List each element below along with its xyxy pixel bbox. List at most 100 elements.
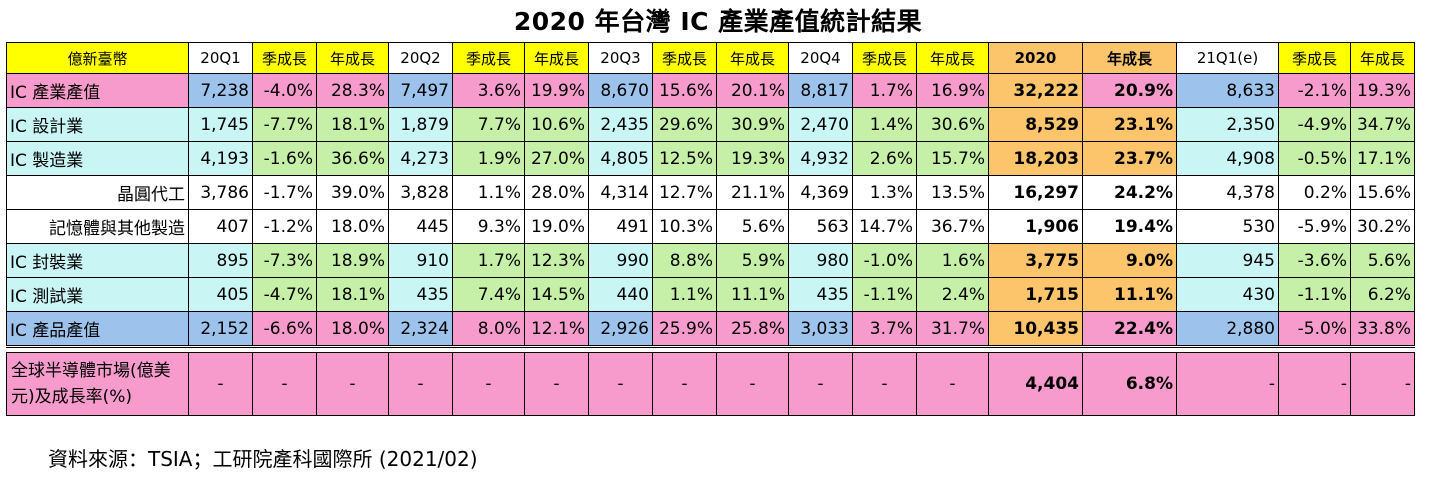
table-cell: -1.6% [252,141,317,176]
table-cell: 405 [188,277,253,312]
table-cell: 3.6% [452,73,525,108]
table-row: IC 設計業 1,745 -7.7% 18.1% 1,879 7.7% 10.6% 2,435… [6,107,1415,142]
table-cell: 9.3% [452,209,525,244]
table-cell: 19.9% [524,73,589,108]
table-cell: 2.6% [852,141,917,176]
table-cell: 9.0% [1082,243,1177,278]
header-cell: 季成長 [852,42,917,74]
table-cell: 980 [788,243,853,278]
table-cell: 25.9% [652,311,717,347]
table-cell: - [716,352,789,416]
table-cell: 4,908 [1176,141,1279,176]
table-cell: 22.4% [1082,311,1177,347]
table-cell: - [316,352,389,416]
table-cell: 30.9% [716,107,789,142]
table-cell: 15.6% [652,73,717,108]
table-cell: -5.9% [1278,209,1351,244]
table-cell: 30.6% [916,107,989,142]
table-cell: - [388,352,453,416]
table-cell: 1.1% [652,277,717,312]
table-row: IC 產品產值 2,152 -6.6% 18.0% 2,324 8.0% 12.1% 2,92… [6,311,1415,347]
table-cell: 23.7% [1082,141,1177,176]
table-cell: 18.0% [316,209,389,244]
table-cell: 14.7% [852,209,917,244]
table-cell: 2,880 [1176,311,1279,347]
table-cell: 1.7% [452,243,525,278]
table-cell: 28.3% [316,73,389,108]
table-cell: -2.1% [1278,73,1351,108]
header-row: 億新臺幣 20Q1 季成長 年成長 20Q2 季成長 年成長 20Q3 季成長 年成長 20Q4 季成… [6,42,1415,74]
table-cell: 4,273 [388,141,453,176]
table-cell: 29.6% [652,107,717,142]
table-cell: 440 [588,277,653,312]
table-cell: 4,805 [588,141,653,176]
table-cell: 11.1% [1082,277,1177,312]
table-cell: 33.8% [1350,311,1415,347]
header-cell: 20Q2 [388,42,453,74]
header-cell: 年成長 [316,42,389,74]
table-cell: 19.0% [524,209,589,244]
table-cell: 19.4% [1082,209,1177,244]
row-label: 晶圓代工 [6,175,189,210]
table-row: IC 封裝業 895 -7.3% 18.9% 910 1.7% 12.3% 990 8.8% 5.… [6,243,1415,278]
table-cell: 1.7% [852,73,917,108]
table-cell: 1.3% [852,175,917,210]
table-cell: 32,222 [988,73,1083,108]
row-label: 全球半導體市場(億美元)及成長率(%) [6,352,189,416]
header-cell: 20Q4 [788,42,853,74]
table-cell: 435 [788,277,853,312]
header-cell: 年成長 [716,42,789,74]
header-cell: 季成長 [452,42,525,74]
table-row: IC 製造業 4,193 -1.6% 36.6% 4,273 1.9% 27.0% 4,805… [6,141,1415,176]
table-cell: 10,435 [988,311,1083,347]
table-cell: -0.5% [1278,141,1351,176]
table-cell: - [1350,352,1415,416]
table-cell: 24.2% [1082,175,1177,210]
table-cell: 4,378 [1176,175,1279,210]
table-cell: 25.8% [716,311,789,347]
table-cell: 4,404 [988,352,1083,416]
table-cell: - [852,352,917,416]
row-label: IC 封裝業 [6,243,189,278]
table-cell: 407 [188,209,253,244]
table-cell: 8,529 [988,107,1083,142]
table-cell: 491 [588,209,653,244]
table-cell: -1.7% [252,175,317,210]
table-cell: 27.0% [524,141,589,176]
table-cell: 7,238 [188,73,253,108]
table-cell: 5.9% [716,243,789,278]
table-cell: -7.7% [252,107,317,142]
table-cell: 2.4% [916,277,989,312]
table-cell: -1.2% [252,209,317,244]
table-cell: 2,926 [588,311,653,347]
table-cell: 1,906 [988,209,1083,244]
table-cell: 990 [588,243,653,278]
table-cell: -5.0% [1278,311,1351,347]
table-cell: 19.3% [716,141,789,176]
table-cell: - [1176,352,1279,416]
header-cell: 年成長 [916,42,989,74]
row-label: 記憶體與其他製造 [6,209,189,244]
table-cell: 1,745 [188,107,253,142]
table-cell: 15.6% [1350,175,1415,210]
table-cell: - [1278,352,1351,416]
table-cell: 21.1% [716,175,789,210]
table-cell: 20.1% [716,73,789,108]
header-cell: 季成長 [1278,42,1351,74]
table-cell: 36.6% [316,141,389,176]
table-cell: 6.2% [1350,277,1415,312]
table-row: IC 測試業 405 -4.7% 18.1% 435 7.4% 14.5% 440 1.1% 11… [6,277,1415,312]
table-cell: 2,324 [388,311,453,347]
table-cell: 19.3% [1350,73,1415,108]
table-cell: 17.1% [1350,141,1415,176]
table-row: IC 產業產值 7,238 -4.0% 28.3% 7,497 3.6% 19.9% 8,67… [6,73,1415,108]
table-cell: 435 [388,277,453,312]
table-cell: 1,715 [988,277,1083,312]
header-unit: 億新臺幣 [6,42,189,74]
table-cell: 2,470 [788,107,853,142]
table-cell: 28.0% [524,175,589,210]
table-cell: -4.7% [252,277,317,312]
table-cell: 4,369 [788,175,853,210]
table-cell: 11.1% [716,277,789,312]
table-cell: 12.7% [652,175,717,210]
